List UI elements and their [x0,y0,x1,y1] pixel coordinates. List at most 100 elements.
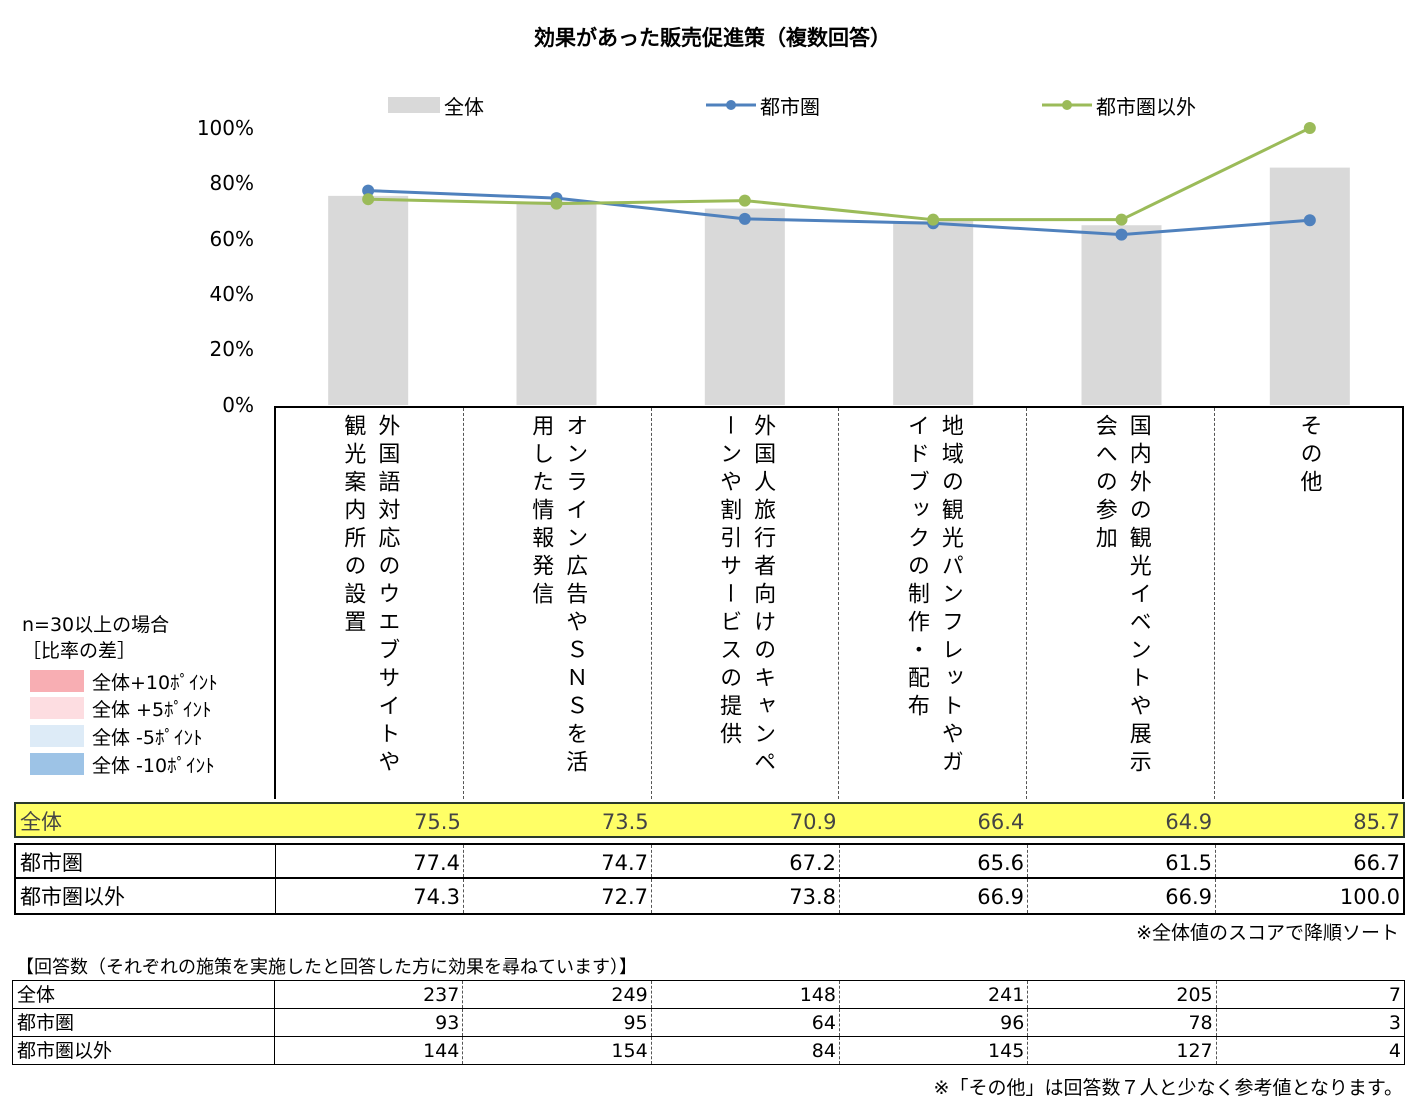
table-cell: 96 [840,1009,1029,1036]
color-legend-label: 全体 -10ﾎﾟｲﾝﾄ [92,754,215,777]
table-cell: 74.3 [276,879,464,913]
table-cell: 65.6 [840,845,1028,877]
table-cell: 100.0 [1339,885,1400,909]
table-cell: 4 [1388,1040,1401,1062]
category-label: 地域の観光パンフレットやガイドブックの制作・配布 [903,414,963,778]
bar [1081,225,1162,405]
table-cell: 61.5 [1028,845,1216,877]
color-legend-note: n=30以上の場合 ［比率の差］ [22,612,169,664]
legend-swatch-other [1042,100,1092,110]
data-point [738,212,751,225]
responses-row: 都市圏以外 144 154 84 145 127 4 [12,1036,1405,1065]
bar [893,221,974,405]
table-cell: 84 [652,1037,840,1064]
legend-swatch-bar [388,97,440,113]
row-label: 都市圏以外 [16,879,276,913]
table-cell: 66.7 [1353,851,1400,875]
color-swatch [30,697,84,719]
table-cell: 127 [1028,1037,1217,1064]
table-cell: 70.9 [789,810,837,834]
table-row-other: 都市圏以外 74.3 72.7 73.8 66.9 66.9 100.0 [14,879,1405,915]
color-legend-item: 全体+10ﾎﾟｲﾝﾄ [30,670,218,694]
color-legend-label: 全体+10ﾎﾟｲﾝﾄ [92,671,218,694]
legend-item-metro: 都市圏 [706,92,820,119]
bar [1269,167,1350,405]
table-cell: 66.9 [840,879,1028,913]
responses-title: 【回答数（それぞれの施策を実施したと回答した方に効果を尋ねています）】 [16,957,637,978]
data-point [550,197,563,210]
table-cell: 7 [1388,984,1401,1006]
category-column: 国内外の観光イベントや展示会への参加 [1027,408,1216,799]
table-cell: 72.7 [464,879,652,913]
table-cell: 75.5 [414,810,461,834]
table-cell: 148 [652,981,840,1008]
table-cell: 95 [463,1009,652,1036]
data-point [1115,213,1128,226]
table-cell: 67.2 [652,845,840,877]
legend-label-metro: 都市圏 [760,94,820,119]
bar [328,195,409,405]
table-cell: 73.8 [652,879,840,913]
table-cell: 64 [652,1009,840,1036]
row-label: 都市圏 [16,845,276,877]
table-cell: 74.7 [464,845,652,877]
table-cell: 85.7 [1353,810,1400,834]
data-point [362,184,375,197]
diff-header: ［比率の差］ [22,640,137,662]
y-tick-label: 100% [196,116,254,140]
responses-row: 全体 237 249 148 241 205 7 [12,980,1405,1009]
data-point [1303,214,1316,227]
responses-row: 都市圏 93 95 64 96 78 3 [12,1008,1405,1037]
table-cell: 154 [463,1037,652,1064]
table-cell: 66.9 [1028,879,1216,913]
table-cell: 249 [463,981,652,1008]
n-note: n=30以上の場合 [22,614,170,636]
row-label: 都市圏以外 [13,1037,275,1064]
legend-swatch-metro [706,100,756,110]
table-row-metro: 都市圏 77.4 74.7 67.2 65.6 61.5 66.7 [14,843,1405,879]
data-point [1303,122,1316,134]
table-cell: 73.5 [601,810,649,834]
category-label: 外国語対応のウエブサイトや観光案内所の設置 [340,414,400,778]
color-swatch [30,670,84,692]
legend-item-all: 全体 [388,92,484,119]
series-line [368,189,1310,237]
table-cell: 237 [275,981,464,1008]
category-column: オンライン広告やＳＮＳを活用した情報発信 [464,408,652,799]
table-cell: 205 [1028,981,1217,1008]
chart-title: 効果があった販売促進策（複数回答） [534,26,891,50]
table-cell: 241 [840,981,1029,1008]
color-legend-label: 全体 +5ﾎﾟｲﾝﾄ [92,698,212,721]
category-column: 地域の観光パンフレットやガイドブックの制作・配布 [839,408,1028,799]
color-swatch [30,753,84,775]
table-cell: 144 [275,1037,464,1064]
table-cell: 93 [275,1009,464,1036]
table-cell: 66.4 [977,810,1025,834]
y-tick-label: 40% [209,282,254,306]
series-line [368,126,1311,222]
color-legend-item: 全体 +5ﾎﾟｲﾝﾄ [30,697,212,721]
table-row-all: 全体 75.5 73.5 70.9 66.4 64.9 85.7 [14,802,1405,838]
y-tick-label: 0% [222,393,254,417]
data-point [362,193,375,206]
bar [516,201,597,405]
category-column: 外国人旅行者向けのキャンペーンや割引サービスの提供 [652,408,840,799]
data-point [1115,228,1128,241]
color-legend-item: 全体 -10ﾎﾟｲﾝﾄ [30,753,215,777]
legend-label-other: 都市圏以外 [1096,94,1196,119]
y-tick-label: 60% [209,227,254,251]
category-label: 外国人旅行者向けのキャンペーンや割引サービスの提供 [716,414,776,778]
category-label: 国内外の観光イベントや展示会への参加 [1091,414,1151,778]
category-header: 外国語対応のウエブサイトや観光案内所の設置 オンライン広告やＳＮＳを活用した情報… [274,406,1404,799]
color-legend-item: 全体 -5ﾎﾟｲﾝﾄ [30,725,202,749]
data-point [927,213,940,226]
y-tick-label: 80% [209,171,254,195]
legend-label-all: 全体 [444,94,484,119]
category-label: オンライン広告やＳＮＳを活用した情報発信 [528,414,588,778]
color-swatch [30,725,84,747]
footnote: ※「その他」は回答数７人と少なく参考値となります。 [933,1077,1403,1099]
row-label: 全体 [20,810,62,834]
chart-plot [328,122,1350,405]
bar [704,208,785,405]
y-tick-label: 20% [209,337,254,361]
